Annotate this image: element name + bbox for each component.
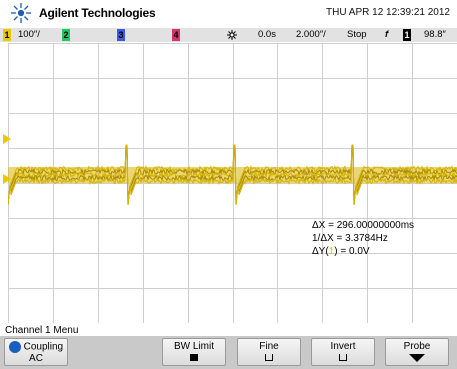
checkbox-empty-icon <box>265 353 273 361</box>
trigger-level-marker-icon <box>3 134 11 144</box>
down-arrow-icon <box>409 354 425 362</box>
delta-x-readout: ΔX = 296.00000000ms <box>312 220 415 231</box>
brand-name: Agilent Technologies <box>39 6 156 20</box>
channel-2-indicator[interactable]: 2 <box>62 29 70 41</box>
channel-4-indicator[interactable]: 4 <box>172 29 180 41</box>
waveform-display[interactable] <box>8 43 457 323</box>
fine-softkey[interactable]: Fine <box>237 338 301 366</box>
delta-y-readout: ΔY(1) = 0.0V <box>312 246 370 257</box>
time-delay: 0.0s <box>258 29 276 40</box>
trigger-slope-icon: f <box>385 29 389 40</box>
channel-1-trace <box>8 144 457 206</box>
time-scale: 2.000″/ <box>296 29 326 40</box>
bw-limit-softkey[interactable]: BW Limit <box>162 338 226 366</box>
coupling-rotate-icon <box>8 341 21 353</box>
inverse-delta-x-readout: 1/ΔX = 3.3784Hz <box>312 233 388 244</box>
checkbox-filled-icon <box>190 353 198 361</box>
softkey-bar: Coupling AC BW Limit Fine Invert Probe <box>0 336 457 369</box>
run-state: Stop <box>347 29 367 40</box>
coupling-softkey[interactable]: Coupling AC <box>4 338 68 366</box>
waveform-graticule <box>8 43 457 323</box>
cursor-readouts: ΔX = 296.00000000ms 1/ΔX = 3.3784Hz ΔY(1… <box>312 219 414 258</box>
sun-marker-icon <box>227 30 237 40</box>
trigger-channel: 1 <box>403 29 411 41</box>
invert-softkey[interactable]: Invert <box>311 338 375 366</box>
agilent-spark-logo-icon <box>11 3 31 23</box>
trace-line <box>8 144 457 206</box>
header-bar: Agilent Technologies THU APR 12 12:39:21… <box>0 0 457 27</box>
channel-1-ground-marker-icon <box>3 174 11 184</box>
trigger-level: 98.8″ <box>424 29 446 40</box>
channel-1-scale: 100″/ <box>18 29 40 40</box>
menu-title: Channel 1 Menu <box>5 325 79 336</box>
status-bar: 1 100″/ 2 3 4 0.0s 2.000″/ Stop f 1 98.8… <box>0 28 457 42</box>
trace-line <box>8 144 457 206</box>
channel-3-indicator[interactable]: 3 <box>117 29 125 41</box>
checkbox-empty-icon <box>339 353 347 361</box>
date-time: THU APR 12 12:39:21 2012 <box>326 7 450 18</box>
trace-line <box>8 144 457 206</box>
probe-softkey[interactable]: Probe <box>385 338 449 366</box>
channel-1-indicator[interactable]: 1 <box>3 29 11 41</box>
